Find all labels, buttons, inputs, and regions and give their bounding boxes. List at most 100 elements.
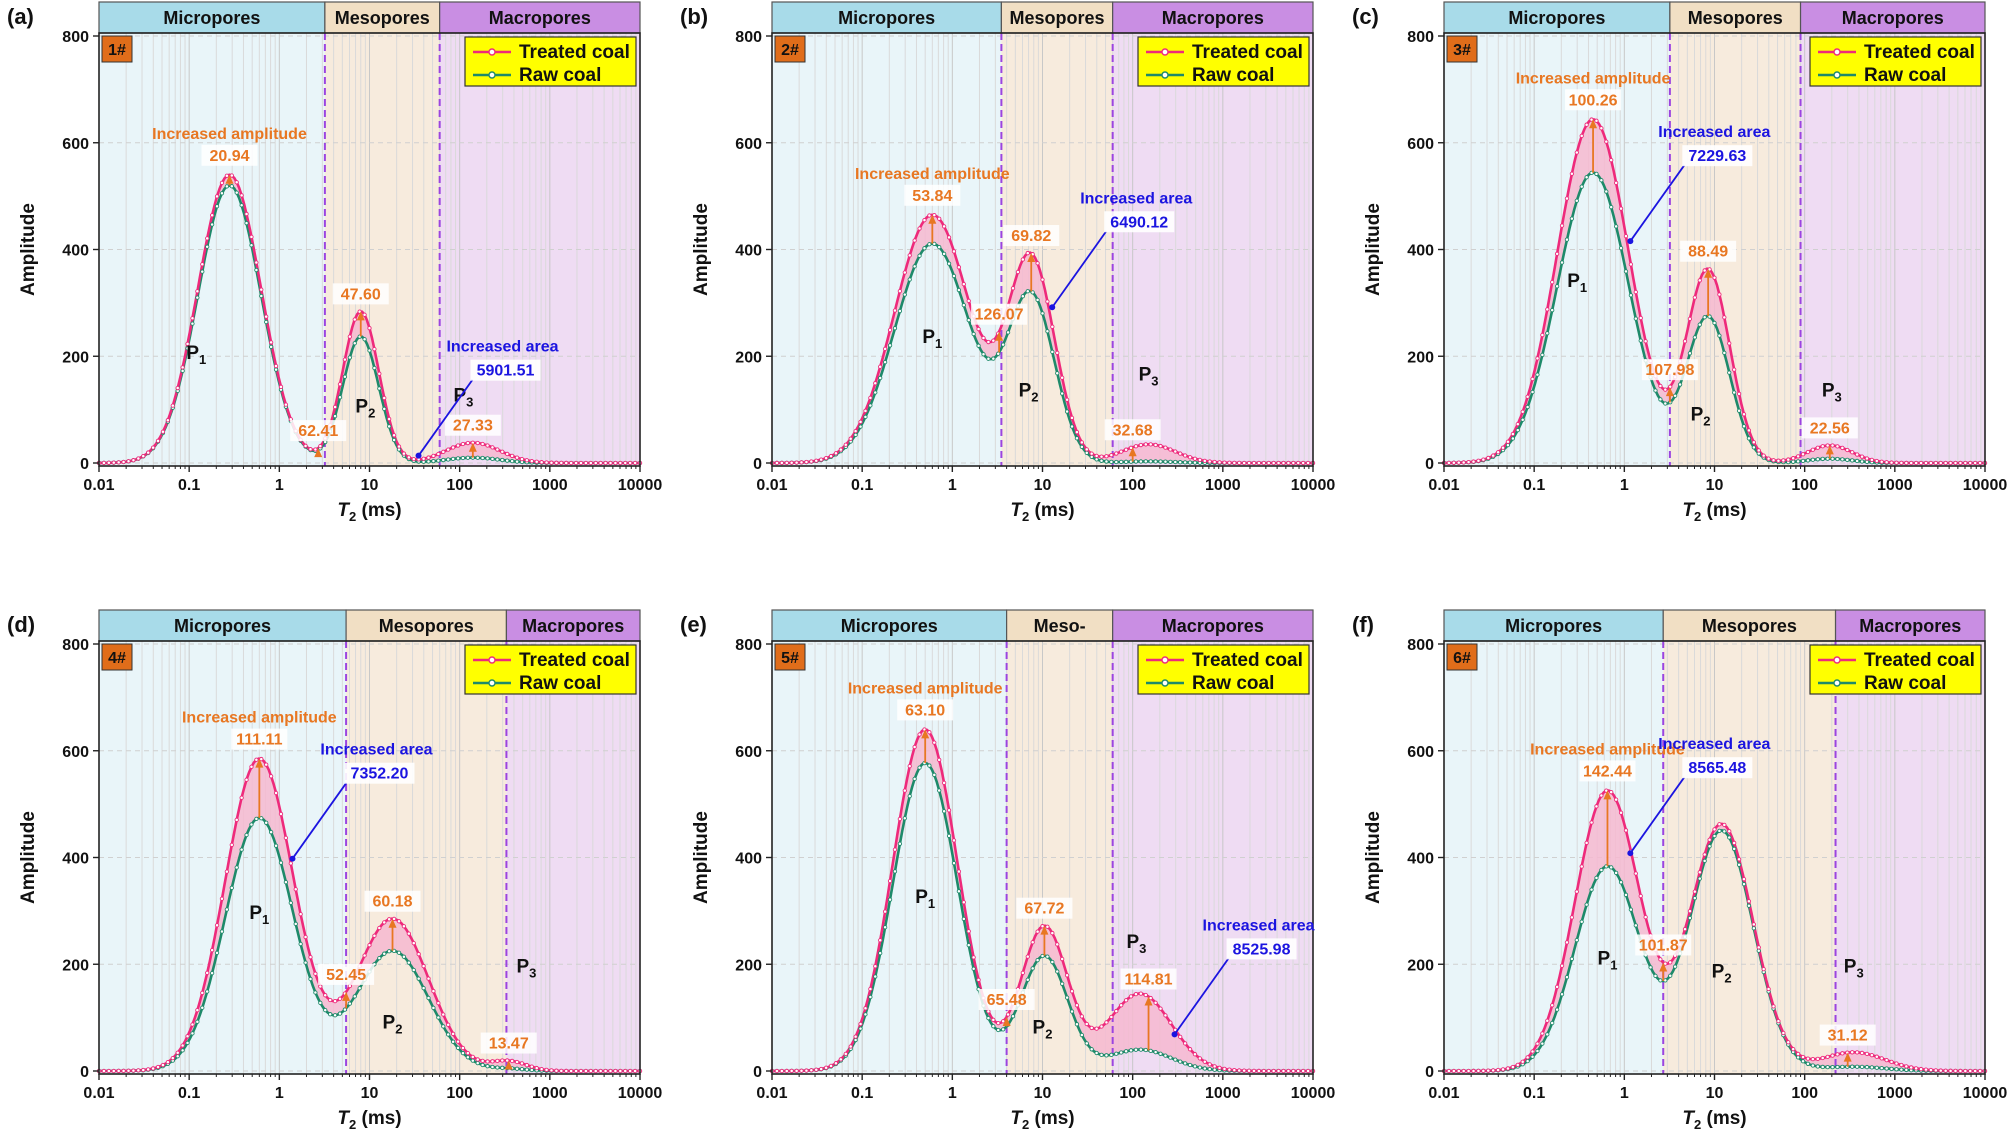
raw-coal-point	[1751, 445, 1756, 450]
treated-coal-point	[559, 460, 564, 466]
treated-coal-point	[843, 1051, 848, 1057]
y-axis-label: Amplitude	[18, 203, 39, 296]
raw-coal-point	[249, 822, 254, 827]
treated-coal-point	[799, 1068, 804, 1073]
region-label: Mesopores	[379, 616, 474, 636]
raw-coal-point	[244, 832, 249, 838]
treated-coal-point	[278, 811, 284, 817]
legend-raw-marker	[1833, 71, 1841, 79]
raw-coal-point	[1609, 865, 1614, 870]
treated-coal-point	[490, 445, 495, 450]
treated-coal-point	[1296, 460, 1301, 466]
raw-coal-point	[1123, 459, 1129, 464]
x-tick-label: 1	[948, 1085, 957, 1102]
raw-coal-point	[1182, 460, 1188, 465]
treated-coal-point	[833, 1061, 839, 1066]
raw-coal-point	[475, 455, 480, 460]
treated-coal-point	[229, 842, 234, 848]
treated-coal-point	[1933, 460, 1938, 466]
raw-coal-point	[460, 1050, 466, 1056]
treated-coal-point	[1271, 460, 1276, 466]
treated-coal-point	[917, 226, 922, 231]
area-arrow	[291, 782, 348, 860]
treated-coal-point	[1845, 447, 1850, 453]
raw-coal-point	[1569, 956, 1575, 962]
raw-coal-point	[387, 424, 392, 429]
treated-coal-point	[1805, 449, 1811, 455]
raw-coal-point	[401, 954, 407, 959]
raw-coal-point	[205, 244, 210, 249]
increased-amplitude-value: 100.26	[1569, 92, 1618, 109]
treated-coal-point	[1495, 450, 1501, 455]
treated-coal-point	[1212, 459, 1217, 465]
treated-coal-point	[372, 347, 377, 352]
treated-coal-point	[966, 298, 971, 303]
treated-coal-point	[794, 1068, 799, 1074]
increased-amplitude-value: 62.41	[298, 423, 338, 440]
peak-label-subscript: 3	[529, 965, 536, 980]
treated-coal-point	[1143, 992, 1148, 998]
raw-coal-point	[1869, 1065, 1875, 1070]
treated-coal-point	[111, 460, 116, 465]
treated-coal-point	[509, 1058, 515, 1064]
treated-coal-point	[809, 1068, 814, 1073]
raw-coal-point	[180, 1048, 185, 1053]
legend-treated-label: Treated coal	[1864, 42, 1975, 63]
treated-coal-point	[1569, 915, 1575, 920]
raw-coal-point	[514, 1066, 520, 1071]
raw-coal-point	[1850, 458, 1855, 463]
legend-raw-label: Raw coal	[1864, 65, 1946, 86]
treated-coal-point	[455, 443, 461, 448]
value-label-bg	[444, 414, 501, 436]
treated-coal-point	[838, 1057, 844, 1062]
treated-coal-point	[1232, 460, 1237, 466]
treated-coal-point	[613, 460, 618, 466]
raw-coal-point	[200, 1005, 205, 1010]
treated-coal-point	[1825, 443, 1830, 448]
treated-coal-point	[1143, 442, 1148, 447]
treated-coal-point	[1030, 940, 1035, 945]
treated-coal-point	[1305, 1068, 1311, 1074]
raw-coal-point	[259, 816, 264, 821]
treated-coal-point	[1040, 277, 1045, 282]
treated-coal-point	[303, 443, 308, 448]
legend-treated-marker	[488, 48, 496, 56]
raw-coal-point	[1040, 953, 1045, 959]
treated-coal-point	[823, 455, 829, 461]
treated-coal-point	[1133, 444, 1139, 449]
treated-coal-point	[1123, 447, 1129, 452]
treated-coal-point	[1486, 1068, 1491, 1073]
treated-coal-point	[1909, 1065, 1914, 1070]
treated-coal-point	[1751, 440, 1756, 445]
treated-coal-point	[101, 460, 107, 466]
treated-coal-point	[1761, 453, 1766, 458]
treated-coal-point	[1530, 376, 1535, 382]
treated-coal-point	[1471, 1068, 1476, 1074]
amplitude-arrowhead	[504, 1060, 513, 1070]
x-axis-subscript: 2	[1022, 1117, 1029, 1132]
treated-coal-point	[367, 942, 372, 948]
treated-coal-point	[779, 460, 784, 466]
treated-coal-point	[961, 900, 966, 905]
value-label-bg	[971, 303, 1028, 325]
y-tick-label: 0	[753, 456, 762, 473]
raw-coal-point	[1178, 460, 1183, 465]
raw-coal-point	[1045, 329, 1050, 334]
peak-label: P3	[1844, 956, 1864, 980]
treated-coal-point	[1687, 316, 1693, 322]
treated-coal-point	[1889, 460, 1894, 465]
treated-coal-point	[549, 460, 554, 465]
treated-coal-point	[308, 954, 313, 960]
raw-coal-point	[1074, 1022, 1080, 1027]
treated-coal-point	[618, 1068, 623, 1074]
treated-coal-point	[1899, 460, 1904, 466]
treated-coal-point	[160, 1062, 166, 1068]
x-tick-label: 10000	[1291, 477, 1336, 494]
treated-coal-point	[1481, 457, 1486, 462]
raw-coal-point	[986, 356, 991, 361]
treated-coal-point	[1638, 315, 1643, 321]
treated-coal-point	[1114, 1008, 1119, 1014]
treated-coal-point	[259, 756, 264, 762]
treated-coal-point	[1050, 324, 1055, 329]
raw-coal-point	[1673, 393, 1678, 398]
